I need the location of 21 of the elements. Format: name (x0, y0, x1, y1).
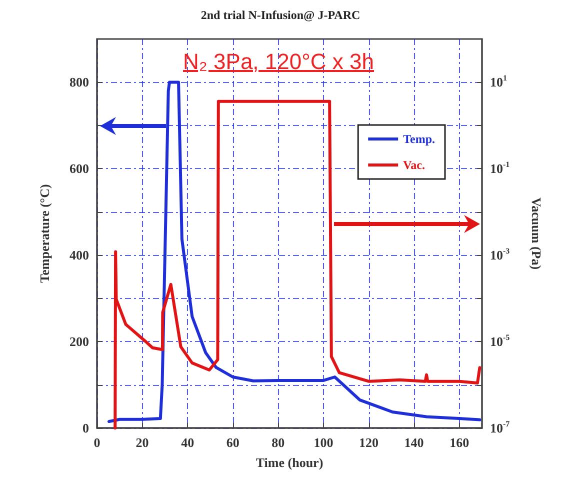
y-tick-label: 600 (70, 161, 89, 176)
y2-axis-title: Vacuum (Pa) (529, 197, 544, 270)
x-tick-label: 0 (94, 435, 100, 450)
x-tick-label: 120 (359, 435, 379, 450)
x-axis-title: Time (hour) (256, 455, 324, 470)
y-tick-label: 800 (70, 74, 89, 90)
x-tick-label: 40 (181, 435, 194, 450)
legend-label: Temp. (403, 132, 436, 146)
x-tick-label: 20 (136, 435, 149, 450)
y-tick-label: 200 (70, 334, 89, 350)
x-tick-label: 80 (272, 435, 285, 450)
y-tick-label: 400 (70, 248, 89, 263)
x-tick-label: 100 (314, 435, 334, 450)
y-axis-title: Temperature (°C) (37, 184, 52, 283)
x-tick-label: 160 (450, 435, 470, 450)
y-tick-label: 0 (82, 420, 89, 436)
legend-label: Vac. (403, 158, 425, 172)
x-tick-label: 140 (404, 435, 424, 450)
x-tick-label: 60 (226, 435, 240, 450)
chart-title: 2nd trial N-Infusion@ J-PARC (200, 8, 360, 22)
annotation: N₂ 3Pa, 120°C x 3h (183, 48, 374, 76)
